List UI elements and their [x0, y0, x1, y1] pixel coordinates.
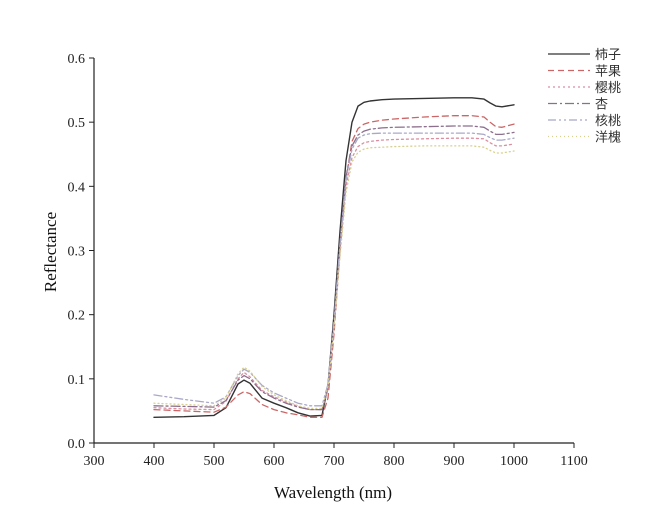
legend-label: 核桃: [595, 114, 621, 129]
x-tick-label: 400: [144, 454, 165, 469]
x-tick-label: 800: [384, 454, 405, 469]
legend-label: 杏: [595, 98, 608, 113]
y-tick-label: 0.0: [68, 437, 86, 452]
legend-label: 洋槐: [595, 130, 621, 146]
y-axis-title: Reflectance: [41, 212, 60, 292]
series-line: [153, 145, 515, 410]
legend-label: 苹果: [595, 65, 621, 80]
y-tick-label: 0.2: [68, 309, 86, 324]
x-tick-label: 1100: [560, 454, 587, 469]
x-tick-label: 1000: [500, 454, 528, 469]
y-tick-label: 0.3: [68, 245, 86, 260]
series-line: [153, 132, 515, 407]
x-tick-label: 700: [324, 454, 345, 469]
x-axis-title: Wavelength (nm): [274, 483, 392, 502]
y-tick-label: 0.6: [68, 52, 86, 67]
legend-label: 柿子: [595, 47, 621, 63]
legend-label: 樱桃: [595, 80, 621, 96]
y-tick-label: 0.4: [68, 180, 86, 195]
y-tick-label: 0.1: [68, 373, 86, 388]
series-line: [153, 137, 515, 411]
y-tick-label: 0.5: [68, 116, 86, 131]
x-tick-label: 300: [84, 454, 105, 469]
series-lines: [153, 97, 515, 418]
x-tick-label: 600: [264, 454, 285, 469]
series-line: [153, 97, 515, 418]
series-line: [153, 115, 515, 418]
axes: 0.0 0.1 0.2 0.3 0.4 0.5 0.6 300 400 500 600 700 800 9…: [68, 52, 588, 469]
series-line: [153, 125, 515, 411]
x-tick-label: 500: [204, 454, 225, 469]
x-tick-label: 900: [444, 454, 465, 469]
